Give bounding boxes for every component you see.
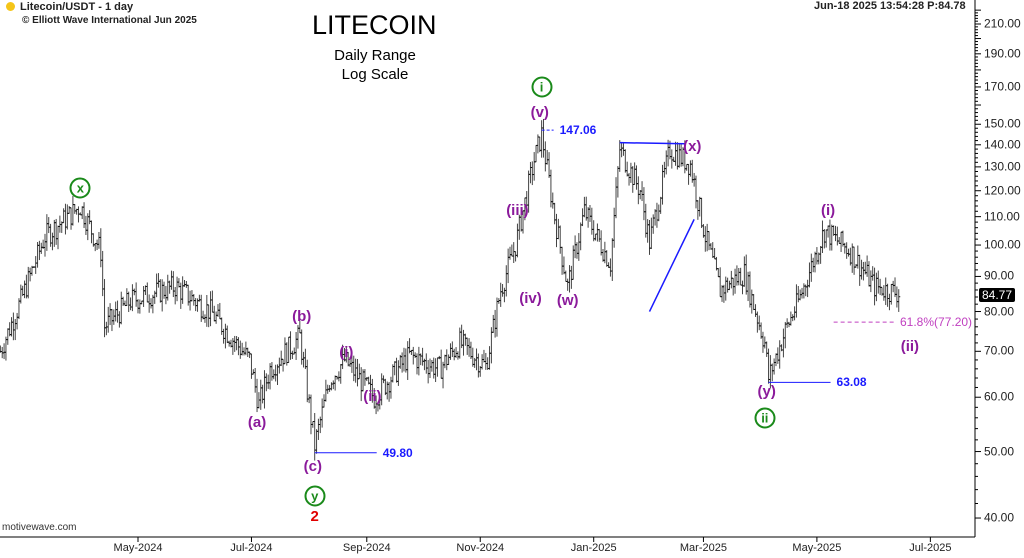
copyright: © Elliott Wave International Jun 2025 [22,15,197,26]
symbol-header: Litecoin/USDT - 1 day [6,1,133,13]
wave-label: (y) [757,383,776,401]
watermark: motivewave.com [2,522,77,533]
wave-label: (a) [247,414,267,432]
y-tick-label: 210.00 [984,16,1021,31]
circled-wave-label: x [69,177,91,199]
level-value: 63.08 [836,375,867,390]
y-tick-label: 190.00 [984,46,1021,61]
x-tick-label: Nov-2024 [456,542,505,554]
wave-label: (ii) [363,388,382,406]
y-tick-label: 120.00 [984,183,1021,198]
wave-label: (iv) [519,289,542,307]
circled-wave-label: ii [754,407,776,429]
circled-wave-label: i [531,76,553,98]
chart-title: LITECOIN [312,10,437,40]
y-tick-label: 100.00 [984,237,1021,252]
y-tick-label: 140.00 [984,137,1021,152]
wave-label: (i) [339,344,354,362]
y-tick-label: 80.00 [984,304,1015,319]
wave-label: (w) [556,291,579,309]
y-tick-label: 170.00 [984,79,1021,94]
y-tick-label: 150.00 [984,116,1021,131]
x-tick-label: May-2025 [792,542,842,554]
wedge-line [619,141,685,145]
x-tick-label: May-2024 [113,542,163,554]
x-tick-label: Mar-2025 [679,542,727,554]
degree-label: 2 [310,508,319,526]
y-tick-label: 40.00 [984,510,1015,525]
fib-label: 61.8%(77.20) [900,315,973,330]
last-price-tag: 84.77 [979,288,1016,302]
wave-label: (ii) [900,338,920,356]
y-tick-label: 70.00 [984,343,1015,358]
symbol-dot-icon [6,2,15,11]
x-tick-label: Jul-2025 [909,542,952,554]
wedge-line [648,219,695,312]
wave-label: (b) [292,308,312,326]
x-tick-label: Sep-2024 [342,542,391,554]
x-tick-label: Jan-2025 [570,542,617,554]
y-tick-label: 130.00 [984,159,1021,174]
status-readout: Jun-18 2025 13:54:28 P:84.78 [814,0,966,12]
y-tick-label: 50.00 [984,444,1015,459]
y-tick-label: 110.00 [984,209,1020,224]
circled-wave-label: y [304,485,326,507]
wave-label: (c) [303,457,322,475]
chart-subtitle-range: Daily Range [334,47,416,64]
chart-subtitle-scale: Log Scale [341,66,409,83]
y-tick-label: 60.00 [984,389,1015,404]
symbol-label: Litecoin/USDT - 1 day [20,1,134,13]
x-tick-label: Jul-2024 [230,542,273,554]
wave-label: (x) [683,137,702,155]
wave-label: (iii) [506,202,529,220]
level-value: 49.80 [382,445,413,460]
y-tick-label: 90.00 [984,268,1015,283]
level-value: 147.06 [559,123,597,138]
wave-label: (v) [530,103,549,121]
wave-label: (i) [820,202,836,220]
